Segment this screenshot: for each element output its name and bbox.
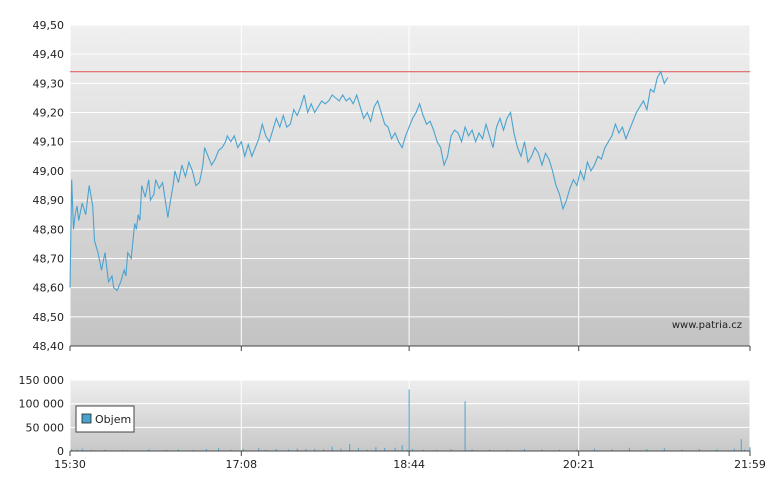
legend-swatch — [81, 413, 92, 424]
volume-legend: Objem — [75, 405, 135, 433]
volume-y-tick-label: 150 000 — [19, 374, 65, 387]
price-x-ticks — [69, 346, 751, 351]
x-tick-label: 20:21 — [563, 458, 595, 471]
volume-y-tick-label: 50 000 — [26, 421, 65, 434]
volume-panel: 0 50 000 100 000 150 000 15:30 17:08 18:44 20:… — [19, 374, 766, 471]
price-y-tick-label: 48,80 — [33, 223, 65, 236]
price-y-tick-label: 49,10 — [33, 136, 65, 149]
price-y-tick-label: 48,60 — [33, 282, 65, 295]
x-tick-label: 21:59 — [734, 458, 766, 471]
volume-plot-background — [70, 380, 750, 451]
price-y-tick-label: 48,70 — [33, 252, 65, 265]
legend-label: Objem — [95, 413, 131, 426]
x-tick-label: 18:44 — [393, 458, 425, 471]
price-y-tick-label: 48,40 — [33, 340, 65, 353]
price-grid — [69, 24, 751, 347]
price-y-axis: 48,40 48,50 48,60 48,70 48,80 48,90 49,00 49,10… — [33, 19, 65, 353]
price-series-line — [69, 70, 669, 292]
price-y-tick-label: 49,50 — [33, 19, 65, 32]
volume-x-axis-ticks: 15:30 17:08 18:44 20:21 21:59 — [54, 451, 766, 471]
price-y-tick-label: 49,00 — [33, 165, 65, 178]
price-panel: 48,40 48,50 48,60 48,70 48,80 48,90 49,00 49,10… — [33, 19, 751, 353]
price-plot-background — [70, 25, 750, 346]
volume-y-tick-label: 100 000 — [19, 398, 65, 411]
price-y-tick-label: 49,40 — [33, 48, 65, 61]
volume-y-tick-label: 0 — [57, 445, 64, 458]
price-y-tick-label: 48,50 — [33, 311, 65, 324]
watermark-text: www.patria.cz — [672, 320, 742, 331]
price-y-tick-label: 49,20 — [33, 107, 65, 120]
price-y-tick-label: 49,30 — [33, 77, 65, 90]
x-tick-label: 17:08 — [225, 458, 257, 471]
x-tick-label: 15:30 — [54, 458, 86, 471]
volume-y-axis: 0 50 000 100 000 150 000 — [19, 374, 65, 458]
price-y-tick-label: 48,90 — [33, 194, 65, 207]
